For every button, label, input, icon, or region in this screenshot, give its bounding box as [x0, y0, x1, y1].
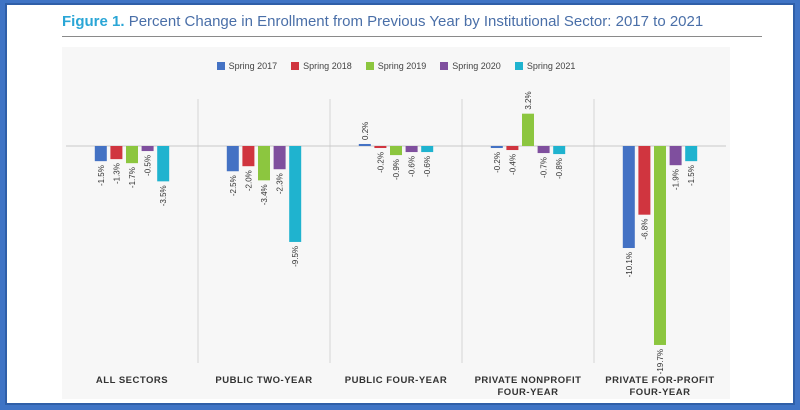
- bar: [654, 146, 666, 345]
- category-label-line: PUBLIC FOUR-YEAR: [344, 375, 448, 386]
- bar: [421, 146, 434, 153]
- legend-label: Spring 2018: [303, 61, 352, 71]
- bar: [490, 146, 503, 149]
- bar: [622, 146, 635, 249]
- bar: [669, 146, 682, 166]
- data-label: -10.1%: [625, 252, 634, 277]
- data-label: -2.3%: [276, 173, 285, 194]
- data-label: 0.2%: [361, 122, 370, 140]
- figure-label: Figure 1.: [62, 13, 125, 30]
- bar: [537, 146, 550, 154]
- legend-swatch: [291, 62, 300, 70]
- data-label: -1.3%: [112, 163, 121, 184]
- data-label: -0.8%: [555, 158, 564, 179]
- legend-item: Spring 2021: [514, 61, 576, 71]
- category-label: PUBLIC FOUR-YEAR: [331, 375, 461, 387]
- data-label: -3.5%: [159, 185, 168, 206]
- category-label: PRIVATE FOR-PROFIT FOUR-YEAR: [595, 375, 725, 399]
- legend-swatch: [216, 62, 225, 70]
- bar-chart: -1.5% -1.3% -1.7% -0.5% -3.5% -2.5% -2.0% -3.4%…: [66, 91, 726, 374]
- bar: [126, 146, 138, 164]
- data-label: -2.5%: [229, 175, 238, 196]
- data-label: -19.7%: [656, 349, 665, 374]
- data-label: -9.5%: [291, 246, 300, 267]
- data-label: -1.7%: [128, 167, 137, 188]
- bar: [405, 146, 418, 153]
- category-label-line: PRIVATE NONPROFIT: [474, 375, 582, 386]
- category-label-line: ALL SECTORS: [95, 375, 169, 386]
- bar: [258, 146, 270, 181]
- data-label: -6.8%: [640, 219, 649, 240]
- legend-item: Spring 2019: [365, 61, 427, 71]
- bar: [141, 146, 154, 152]
- bar: [273, 146, 286, 170]
- legend-label: Spring 2017: [228, 61, 278, 71]
- title-divider: [62, 36, 762, 37]
- figure-title-text: Percent Change in Enrollment from Previo…: [128, 13, 704, 30]
- data-label: -0.4%: [508, 154, 517, 175]
- bar: [553, 146, 566, 155]
- bar: [638, 146, 651, 215]
- figure-title: Figure 1. Percent Change in Enrollment f…: [62, 13, 762, 30]
- category-label-line: FOUR-YEAR: [629, 387, 691, 398]
- data-label: -0.2%: [376, 152, 385, 173]
- bar: [374, 146, 387, 149]
- category-label: PRIVATE NONPROFIT FOUR-YEAR: [463, 375, 593, 399]
- bar: [110, 146, 123, 160]
- chart-legend: Spring 2017 Spring 2018 Spring 2019 Spring …: [62, 61, 730, 71]
- category-label-line: PRIVATE FOR-PROFIT: [605, 375, 715, 386]
- bar: [226, 146, 239, 172]
- legend-item: Spring 2017: [216, 61, 278, 71]
- data-label: -1.5%: [687, 165, 696, 186]
- legend-swatch: [440, 62, 449, 70]
- legend-label: Spring 2021: [526, 61, 576, 71]
- data-label: -2.0%: [244, 170, 253, 191]
- legend-label: Spring 2020: [452, 61, 501, 71]
- data-label: -0.6%: [423, 156, 432, 177]
- legend-swatch: [514, 62, 523, 70]
- bar: [242, 146, 255, 167]
- legend-swatch: [365, 62, 374, 70]
- legend-label: Spring 2019: [377, 61, 427, 71]
- legend-item: Spring 2020: [440, 61, 501, 71]
- data-label: -0.6%: [408, 156, 417, 177]
- legend-item: Spring 2018: [291, 61, 352, 71]
- chart-panel: Spring 2017 Spring 2018 Spring 2019 Spring …: [62, 47, 730, 399]
- data-label: -1.9%: [672, 169, 681, 190]
- bar: [94, 146, 107, 162]
- data-label: -0.7%: [540, 157, 549, 178]
- bar: [390, 146, 402, 156]
- data-label: -0.9%: [392, 159, 401, 180]
- data-label: 3.2%: [524, 91, 533, 109]
- category-label: PUBLIC TWO-YEAR: [199, 375, 329, 387]
- category-label: ALL SECTORS: [67, 375, 197, 387]
- data-label: -0.5%: [144, 155, 153, 176]
- data-label: -0.2%: [493, 152, 502, 173]
- bar: [685, 146, 698, 162]
- bar: [358, 143, 371, 146]
- bar: [506, 146, 519, 151]
- bar: [289, 146, 302, 242]
- category-label-line: FOUR-YEAR: [497, 387, 559, 398]
- bar: [522, 113, 534, 146]
- data-label: -3.4%: [260, 184, 269, 205]
- data-label: -1.5%: [97, 165, 106, 186]
- bar: [157, 146, 170, 182]
- category-label-line: PUBLIC TWO-YEAR: [215, 375, 313, 386]
